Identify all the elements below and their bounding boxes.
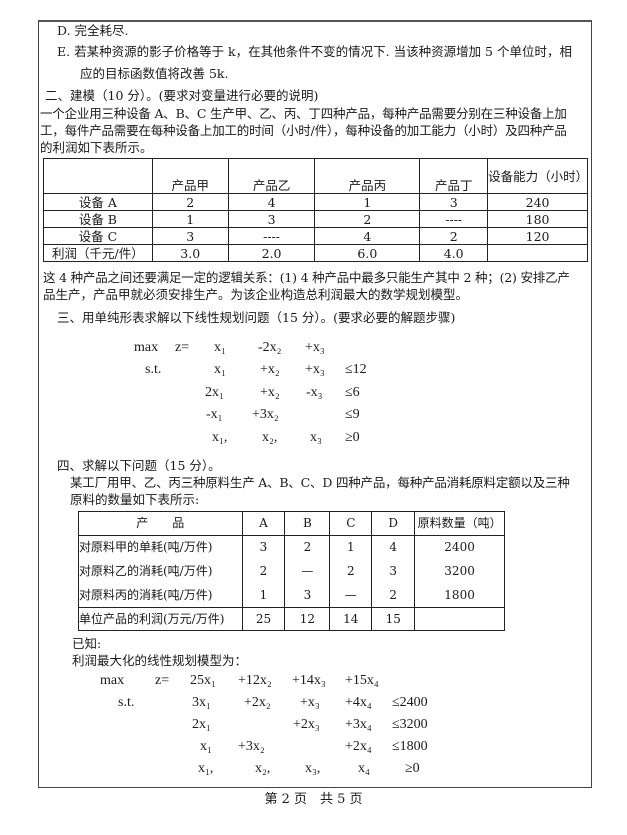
q2-title: 二、建模（10 分）。(要求对变量进行必要的说明) bbox=[45, 88, 319, 103]
q2-para-line: 工，每件产品需要在每种设备上加工的时间（小时/件），每种设备的加工能力（小时）及… bbox=[40, 123, 567, 138]
q2-para-line: 一个企业用三种设备 A、B、C 生产甲、乙、丙、丁四种产品，每种产品需要分别在三… bbox=[40, 106, 567, 121]
page-footer: 第 2 页 共 5 页 bbox=[264, 792, 363, 807]
equipment-table: 产品甲 产品乙 产品丙 产品丁 设备能力（小时） 设备 A 2 4 1 3 240 设备 … bbox=[43, 158, 588, 262]
table-row: 对原料甲的单耗(吨/万件) 3 2 1 4 2400 bbox=[78, 535, 505, 560]
table-row: 利润（千元/件） 3.0 2.0 6.0 4.0 bbox=[43, 244, 588, 262]
q4-para-line: 某工厂用甲、乙、丙三种原料生产 A、B、C、D 四种产品，每种产品消耗原料定额以… bbox=[70, 475, 570, 490]
table-header-row: 产品甲 产品乙 产品丙 产品丁 设备能力（小时） bbox=[43, 158, 588, 194]
materials-table: 产 品 A B C D 原料数量（吨） 对原料甲的单耗(吨/万件) 3 2 1 4 2400 对原料… bbox=[78, 511, 505, 631]
q2-after-line: 品生产，产品甲就必须安排生产。为该企业构造总利润最大的数学规划模型。 bbox=[43, 287, 469, 302]
table-row: 设备 B 1 3 2 ---- 180 bbox=[43, 210, 588, 228]
option-e: E. 若某种资源的影子价格等于 k，在其他条件不变的情况下. 当该种资源增加 5… bbox=[57, 44, 572, 59]
q2-after-line: 这 4 种产品之间还要满足一定的逻辑关系：(1) 4 种产品中最多只能生产其中 … bbox=[43, 270, 570, 285]
table-row: 对原料丙的消耗(吨/万件) 1 3—2 1800 bbox=[78, 583, 505, 608]
table-row: 单位产品的利润(万元/万件) 25 12 14 15 bbox=[78, 607, 505, 631]
option-d: D. 完全耗尽. bbox=[57, 23, 129, 38]
table-header-row: 产 品 A B C D 原料数量（吨） bbox=[78, 511, 505, 536]
table-row: 设备 C 3 ---- 4 2 120 bbox=[43, 227, 588, 245]
q4-para-line: 原料的数量如下表所示: bbox=[70, 492, 200, 507]
q2-para-line: 的利润如下表所示。 bbox=[40, 140, 153, 155]
q4-known: 已知: bbox=[72, 636, 102, 651]
q4-title: 四、求解以下问题（15 分）。 bbox=[57, 458, 221, 473]
q3-title: 三、用单纯形表求解以下线性规划问题（15 分）。(要求必要的解题步骤) bbox=[57, 310, 456, 325]
q4-model-intro: 利润最大化的线性规划模型为： bbox=[72, 653, 248, 668]
page-frame bbox=[38, 20, 592, 788]
option-e-cont: 应的目标函数值将改善 5k. bbox=[80, 66, 229, 81]
table-row: 设备 A 2 4 1 3 240 bbox=[43, 193, 588, 211]
table-row: 对原料乙的消耗(吨/万件) 2—2 3 3200 bbox=[78, 559, 505, 584]
